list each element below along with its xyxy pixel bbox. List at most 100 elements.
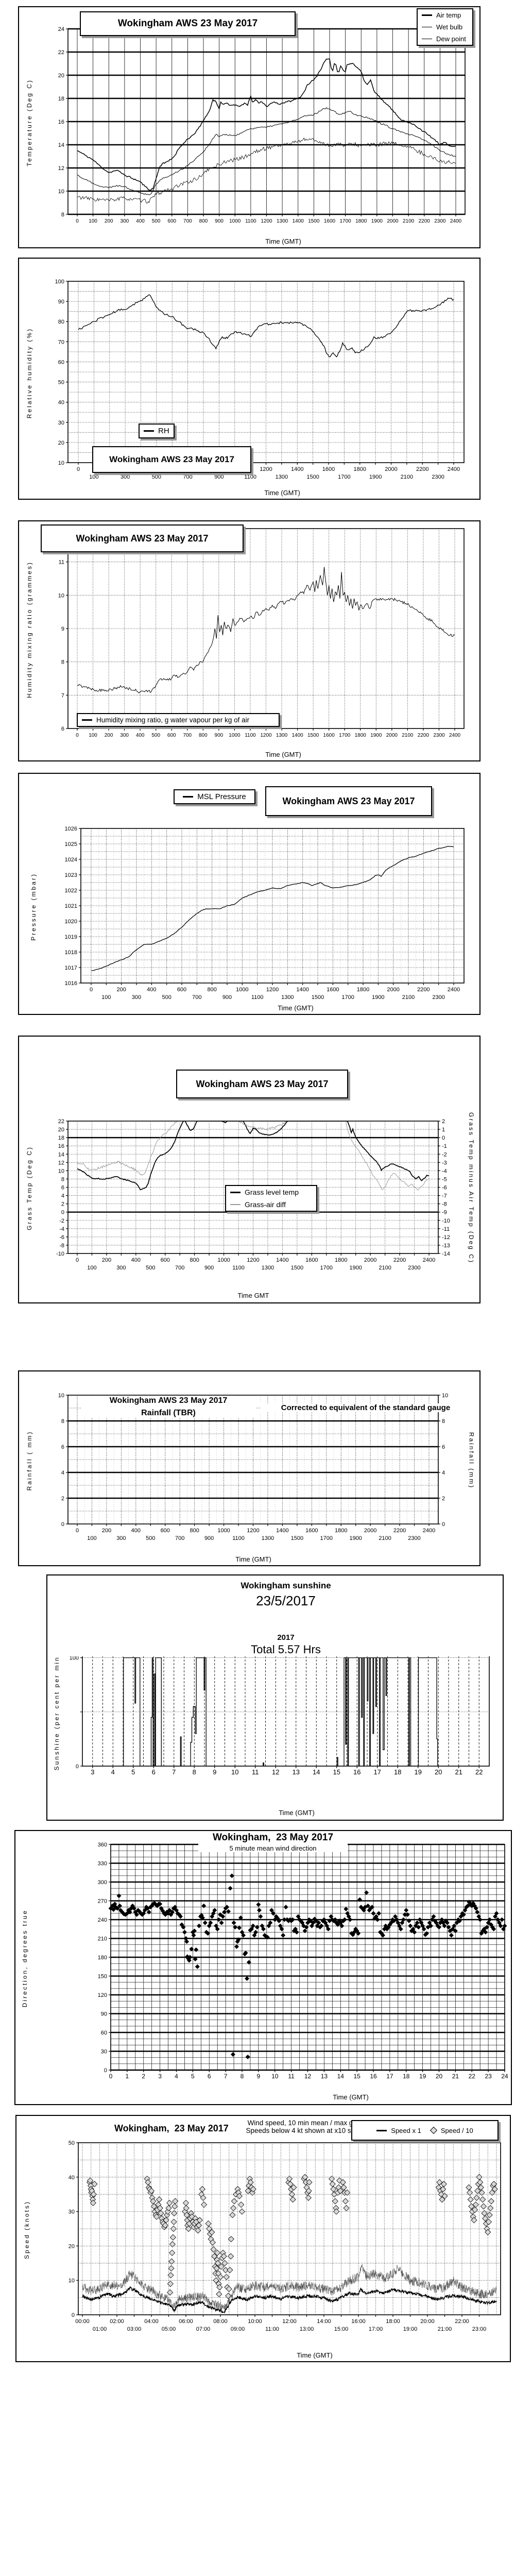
svg-text:-5: -5 [442, 1176, 447, 1182]
svg-text:1000: 1000 [229, 218, 241, 224]
wind-direction-y-axis-label: Direction, degrees true [21, 1909, 28, 2008]
svg-text:8: 8 [61, 659, 64, 666]
svg-text:21: 21 [455, 1768, 462, 1776]
svg-text:2000: 2000 [364, 1528, 376, 1534]
pressure-x-axis-label: Time (GMT) [278, 1004, 314, 1012]
legend-label: Wet bulb [436, 23, 463, 31]
temperature-y-axis-label: Temperature (Deg C) [26, 79, 33, 166]
svg-text:30: 30 [101, 2049, 107, 2055]
speed-x1-line-icon [376, 2129, 387, 2131]
chart-title-box: Wokingham AWS 23 May 2017 [80, 11, 296, 36]
wind-direction-chart-plot: 0 1 2 3 4 5 6 7 8 9 10 11 12 13 14 15 16 17 18 19 20 21 22 23 24… [98, 1842, 508, 2080]
svg-text:0: 0 [442, 1521, 445, 1528]
svg-text:1100: 1100 [245, 218, 256, 224]
svg-text:1300: 1300 [262, 1535, 274, 1541]
grass-temp-y-axis-label: Grass Temp (Deg C) [26, 1146, 33, 1230]
svg-text:-14: -14 [442, 1251, 450, 1257]
svg-text:600: 600 [161, 1257, 170, 1263]
svg-text:30: 30 [68, 2209, 75, 2215]
chart-subtitle: 5 minute mean wind direction [229, 1844, 317, 1852]
svg-text:2200: 2200 [393, 1528, 406, 1534]
svg-text:05:00: 05:00 [162, 2326, 176, 2332]
svg-text:1900: 1900 [370, 733, 382, 738]
svg-text:14:00: 14:00 [317, 2318, 331, 2325]
svg-text:1800: 1800 [355, 218, 367, 224]
svg-text:18: 18 [58, 96, 64, 102]
mixing-ratio-chart-plot: 0 100 200 300 400 500 600 700 800 900 1000 1100 1200… [58, 526, 465, 738]
svg-text:6: 6 [61, 726, 64, 732]
air-temp-line-icon [422, 14, 432, 16]
svg-text:70: 70 [58, 339, 64, 345]
svg-text:10:00: 10:00 [248, 2318, 262, 2325]
svg-text:21: 21 [452, 2073, 459, 2080]
svg-text:11:00: 11:00 [265, 2326, 279, 2332]
svg-text:1400: 1400 [276, 1528, 288, 1534]
svg-text:2000: 2000 [364, 1257, 376, 1263]
svg-text:1: 1 [442, 1127, 445, 1133]
svg-text:2000: 2000 [387, 218, 399, 224]
grass-temp-y2-axis-label: Grass Temp minus Air Temp (Deg C) [468, 1112, 475, 1264]
svg-text:24: 24 [501, 2073, 508, 2080]
legend-item-wet-bulb: Wet bulb [418, 21, 472, 33]
svg-text:100: 100 [87, 1265, 96, 1271]
svg-text:1900: 1900 [371, 218, 383, 224]
svg-text:03:00: 03:00 [127, 2326, 142, 2332]
rainfall-chart-plot: 0100200300400500600700800900100011001200… [58, 1393, 449, 1541]
svg-text:1000: 1000 [236, 987, 248, 993]
svg-text:0: 0 [72, 2312, 75, 2318]
svg-text:500: 500 [152, 474, 161, 480]
svg-text:10: 10 [58, 592, 64, 599]
svg-text:17: 17 [386, 2073, 393, 2080]
svg-text:1900: 1900 [349, 1535, 362, 1541]
svg-text:700: 700 [183, 218, 192, 224]
svg-text:1200: 1200 [260, 733, 272, 738]
sunshine-chart-plot: 3 4 5 6 7 8 9 10 11 12 13 14 15 16 17 18 19 20 21 22 0 100 [70, 1641, 490, 1776]
svg-text:1200: 1200 [266, 987, 279, 993]
svg-text:400: 400 [131, 1528, 141, 1534]
sunshine-year: 2017 [277, 1633, 295, 1642]
chart-title-box: Wokingham AWS 23 May 2017 [41, 524, 244, 552]
svg-text:-10: -10 [442, 1218, 450, 1224]
svg-text:100: 100 [89, 218, 97, 224]
sunshine-title: Wokingham sunshine [241, 1581, 331, 1590]
svg-text:700: 700 [183, 733, 192, 738]
svg-text:13:00: 13:00 [300, 2326, 314, 2332]
svg-text:-8: -8 [442, 1201, 447, 1208]
svg-text:-4: -4 [442, 1168, 447, 1174]
svg-text:0: 0 [76, 733, 79, 738]
chart-title-block: Wokingham AWS 23 May 2017 Rainfall (TBR) [81, 1396, 256, 1418]
annotation-line-2: Speeds below 4 kt shown at x10 scale [246, 2127, 364, 2134]
svg-text:700: 700 [175, 1265, 184, 1271]
svg-text:1300: 1300 [276, 474, 288, 480]
rainfall-y2-axis-label: Rainfall (mm) [468, 1432, 475, 1489]
svg-text:210: 210 [98, 1936, 107, 1942]
svg-text:2: 2 [61, 1201, 64, 1208]
svg-text:6: 6 [61, 1185, 64, 1191]
svg-text:2100: 2100 [403, 218, 415, 224]
svg-text:2200: 2200 [416, 466, 428, 472]
svg-text:10: 10 [442, 1393, 448, 1399]
svg-text:2100: 2100 [379, 1535, 391, 1541]
svg-text:1200: 1200 [261, 218, 272, 224]
svg-text:8: 8 [61, 1176, 64, 1182]
svg-text:15: 15 [333, 1768, 340, 1776]
svg-text:200: 200 [105, 218, 113, 224]
svg-text:60: 60 [101, 2030, 107, 2036]
sunshine-date: 23/5/2017 [256, 1593, 316, 1608]
svg-text:700: 700 [192, 994, 201, 1001]
svg-text:2400: 2400 [449, 733, 461, 738]
svg-text:80: 80 [58, 319, 64, 325]
svg-text:500: 500 [151, 733, 160, 738]
svg-text:1400: 1400 [291, 466, 303, 472]
svg-text:400: 400 [131, 1257, 141, 1263]
sunshine-x-axis-label: Time (GMT) [279, 1809, 315, 1817]
svg-text:1800: 1800 [335, 1528, 347, 1534]
svg-text:600: 600 [167, 733, 176, 738]
svg-text:5: 5 [131, 1768, 135, 1776]
svg-text:100: 100 [89, 733, 97, 738]
svg-text:0: 0 [76, 1257, 79, 1263]
svg-text:00:00: 00:00 [75, 2318, 90, 2325]
svg-text:1400: 1400 [293, 218, 304, 224]
svg-text:500: 500 [152, 218, 161, 224]
svg-text:6: 6 [442, 1444, 445, 1450]
